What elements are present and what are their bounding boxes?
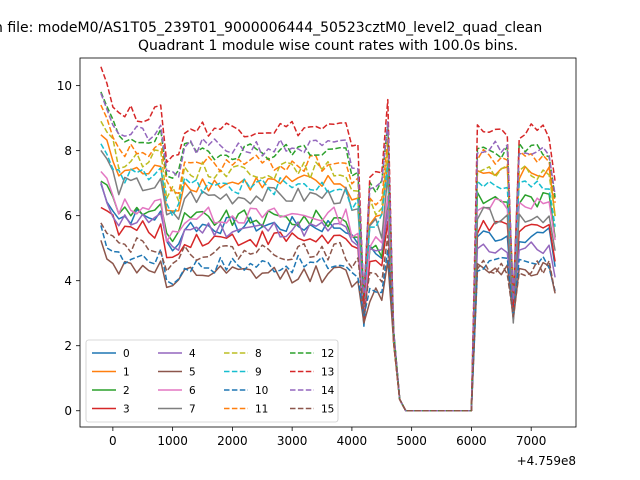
series-line-13 [100,66,556,412]
x-tick-label: 4000 [337,434,368,448]
legend-label: 5 [189,367,196,379]
legend-label: 10 [255,385,268,397]
legend-label: 0 [123,348,130,360]
y-tick-label: 0 [64,404,72,418]
legend-frame [85,339,339,423]
legend-label: 9 [255,367,262,379]
legend-label: 12 [321,348,334,360]
legend-label: 14 [321,385,335,397]
series-line-8 [100,120,556,412]
legend-label: 11 [255,404,268,416]
series-line-6 [100,170,556,412]
y-tick-label: 2 [64,339,72,353]
legend-label: 6 [189,385,196,397]
legend-label: 15 [321,404,334,416]
x-tick-label: 6000 [456,434,487,448]
legend-label: 8 [255,348,262,360]
series-line-1 [100,134,556,412]
plot-frame [79,57,577,428]
series-line-7 [100,149,556,412]
series-line-4 [100,181,556,412]
series-line-9 [100,143,556,412]
series-line-12 [100,91,556,412]
series-line-0 [100,183,556,412]
legend-label: 1 [123,367,130,379]
x-axis: 0 1000 2000 3000 4000 5000 6000 7000 [109,427,546,448]
series-line-2 [100,180,556,412]
series-line-10 [100,225,556,412]
x-offset-label: +4.759e8 [517,454,576,468]
series-line-11 [100,104,556,412]
legend-label: 4 [189,348,196,360]
legend-label: 13 [321,367,334,379]
legend-label: 7 [189,404,196,416]
y-axis: 0 2 4 6 8 10 [57,79,80,418]
x-tick-label: 0 [109,434,117,448]
series-line-3 [100,206,556,412]
series-line-14 [100,93,556,412]
x-tick-label: 1000 [157,434,188,448]
x-tick-label: 3000 [277,434,308,448]
series-layer [100,66,556,412]
figure-suptitle: n file: modeM0/AS1T05_239T01_9000006444_… [0,20,542,36]
series-line-15 [100,222,556,412]
y-tick-label: 10 [57,79,72,93]
y-tick-label: 8 [64,144,72,158]
legend-label: 2 [123,385,130,397]
y-tick-label: 4 [64,274,72,288]
x-tick-label: 5000 [396,434,427,448]
y-tick-label: 6 [64,209,72,223]
legend-label: 3 [123,404,130,416]
x-tick-label: 7000 [516,434,547,448]
x-tick-label: 2000 [217,434,248,448]
chart-title: Quadrant 1 module wise count rates with … [138,38,518,54]
